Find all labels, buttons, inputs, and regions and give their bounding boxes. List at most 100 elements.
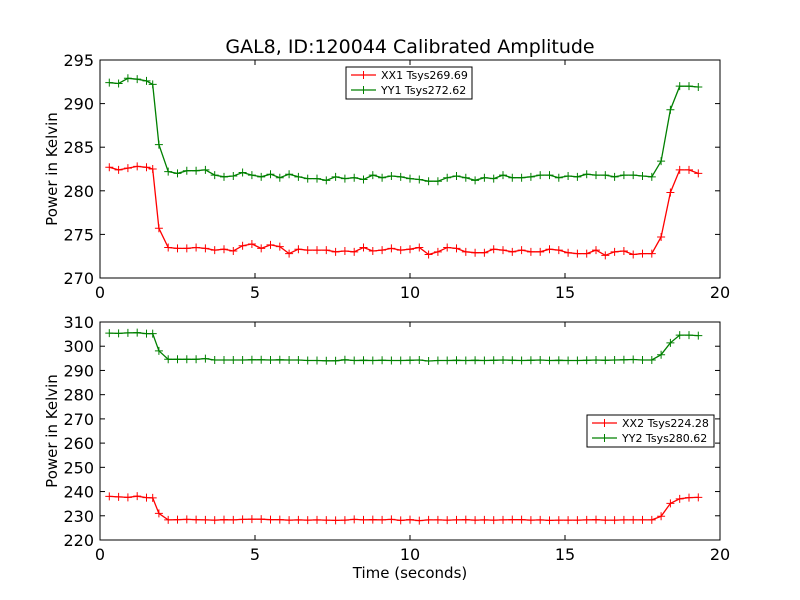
data-point-marker — [499, 246, 507, 255]
x-tick-label: 15 — [555, 545, 575, 564]
data-point-marker — [238, 356, 247, 365]
data-point-marker — [610, 247, 619, 256]
data-point-marker — [619, 355, 628, 364]
data-point-marker — [573, 249, 582, 258]
data-point-marker — [378, 356, 387, 365]
data-point-marker — [433, 356, 442, 365]
data-point-marker — [461, 247, 470, 256]
data-point-marker — [257, 355, 266, 364]
x-tick-label: 20 — [710, 283, 730, 302]
data-point-marker — [471, 516, 480, 525]
data-point-marker — [480, 515, 489, 524]
y-tick-label: 230 — [63, 507, 94, 526]
figure-title: GAL8, ID:120044 Calibrated Amplitude — [225, 36, 594, 58]
y-tick-label: 260 — [63, 434, 94, 453]
data-point-marker — [406, 515, 414, 524]
y-axis-label: Power in Kelvin — [43, 112, 61, 226]
data-point-marker — [685, 82, 693, 91]
data-point-marker — [508, 247, 517, 256]
data-point-marker — [164, 515, 173, 524]
data-point-marker — [105, 163, 114, 172]
y-tick-label: 300 — [63, 337, 94, 356]
data-point-marker — [154, 509, 163, 518]
data-point-marker — [303, 246, 312, 255]
data-point-marker — [303, 516, 312, 525]
data-point-marker — [647, 172, 656, 181]
data-point-marker — [471, 248, 480, 257]
data-point-marker — [387, 515, 396, 524]
data-point-marker — [443, 243, 452, 252]
data-point-marker — [433, 177, 442, 186]
data-point-marker — [331, 516, 340, 525]
data-point-marker — [406, 245, 414, 254]
data-point-marker — [480, 173, 489, 182]
data-point-marker — [275, 355, 284, 364]
data-point-marker — [499, 515, 507, 524]
data-point-marker — [675, 82, 684, 91]
data-point-marker — [499, 171, 507, 180]
data-point-marker — [415, 243, 424, 252]
data-point-marker — [647, 356, 656, 365]
x-tick-label: 0 — [95, 545, 105, 564]
data-point-marker — [452, 171, 461, 180]
data-point-marker — [229, 356, 238, 365]
data-point-marker — [201, 515, 210, 524]
data-point-marker — [610, 356, 619, 365]
data-point-marker — [210, 356, 219, 365]
data-point-marker — [247, 355, 256, 364]
data-point-marker — [154, 140, 163, 149]
data-point-marker — [148, 329, 157, 338]
data-point-marker — [192, 166, 201, 175]
data-point-marker — [387, 244, 396, 253]
data-point-marker — [229, 246, 238, 255]
data-point-marker — [592, 246, 600, 255]
data-point-marker — [452, 515, 461, 524]
data-point-marker — [133, 328, 142, 337]
data-point-marker — [247, 515, 256, 524]
data-point-marker — [182, 244, 191, 253]
data-point-marker — [173, 355, 182, 364]
data-point-marker — [275, 515, 284, 524]
data-point-marker — [657, 233, 666, 242]
data-point-marker — [406, 356, 414, 365]
data-point-marker — [545, 516, 554, 525]
legend: XX2 Tsys224.28 YY2 Tsys280.62 — [586, 414, 715, 448]
data-point-marker — [201, 354, 210, 363]
data-point-marker — [154, 224, 163, 233]
data-point-marker — [554, 516, 563, 525]
data-point-marker — [368, 356, 377, 365]
data-point-marker — [247, 171, 256, 180]
data-point-marker — [657, 157, 666, 166]
legend-marker — [359, 86, 368, 94]
data-point-marker — [257, 515, 266, 524]
data-point-marker — [257, 244, 266, 253]
data-point-marker — [142, 163, 151, 172]
x-tick-label: 15 — [555, 283, 575, 302]
data-point-marker — [666, 188, 675, 197]
data-point-marker — [387, 356, 396, 365]
data-point-marker — [573, 172, 582, 181]
data-point-marker — [164, 355, 173, 364]
data-point-marker — [508, 173, 517, 182]
data-point-marker — [526, 516, 535, 525]
data-point-marker — [340, 355, 349, 364]
data-point-marker — [368, 515, 377, 524]
data-point-marker — [638, 249, 647, 258]
legend-marker — [600, 434, 609, 442]
legend-marker — [600, 419, 609, 427]
data-point-marker — [114, 492, 123, 501]
data-point-marker — [182, 355, 191, 364]
data-point-marker — [396, 356, 405, 365]
data-point-marker — [536, 171, 545, 180]
data-point-marker — [350, 515, 359, 524]
data-point-marker — [452, 244, 461, 253]
data-point-marker — [517, 515, 526, 524]
data-point-marker — [123, 493, 132, 502]
data-point-marker — [582, 170, 591, 179]
data-point-marker — [378, 173, 387, 182]
data-point-marker — [629, 355, 638, 364]
legend: XX1 Tsys269.69 YY1 Tsys272.62 — [345, 66, 473, 100]
data-point-marker — [545, 171, 554, 180]
data-point-marker — [220, 356, 228, 365]
